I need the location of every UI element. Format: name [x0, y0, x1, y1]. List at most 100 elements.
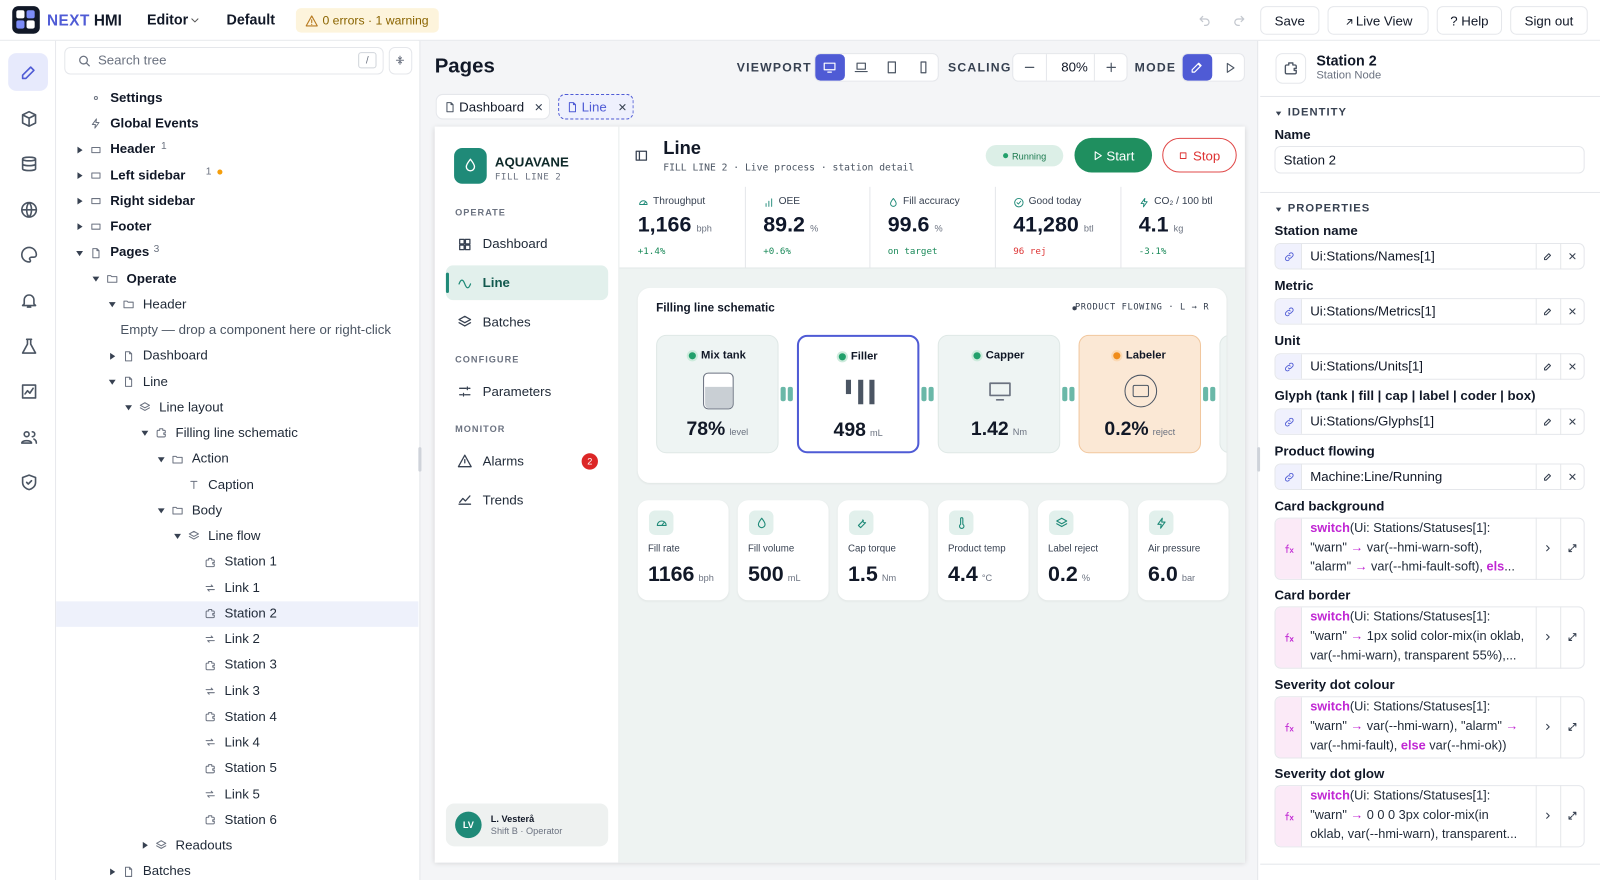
field-label: Card border — [1274, 586, 1351, 603]
tree-label[interactable]: Global Events — [110, 115, 199, 131]
divider — [1260, 863, 1600, 865]
binding-field[interactable] — [1274, 408, 1585, 435]
nav-label[interactable]: Parameters — [482, 383, 552, 399]
tree-icon — [205, 763, 215, 773]
tree-label[interactable]: Station 6 — [224, 811, 277, 827]
code-text: (Ui: Stations/Statuses[1]: — [1349, 609, 1491, 625]
nav-label[interactable]: Alarms — [482, 452, 524, 469]
tree-label[interactable]: Footer — [110, 218, 152, 234]
tree-label[interactable]: Action — [191, 450, 229, 466]
cap-glyph — [989, 382, 1011, 401]
section-toggle — [1275, 111, 1282, 116]
expression-field[interactable] — [1274, 696, 1585, 759]
tree-label[interactable]: Left sidebar — [110, 167, 186, 183]
app-logo-icon-shape — [465, 158, 476, 172]
connector — [928, 386, 934, 402]
readout-value-row: 6.0 bar — [1148, 563, 1195, 588]
tree-label[interactable]: Readouts — [175, 837, 233, 853]
page-tab[interactable]: Line — [558, 93, 634, 120]
tree-label[interactable]: Line flow — [208, 527, 261, 544]
tree-expander — [77, 146, 83, 153]
search-box[interactable] — [64, 46, 384, 75]
tree-icon-shape — [205, 815, 215, 825]
collapse-icon-shape — [395, 55, 405, 65]
clear-binding — [1569, 473, 1576, 480]
tree-label[interactable]: Station 1 — [224, 553, 277, 570]
tree-label[interactable]: Link 1 — [224, 579, 260, 595]
tree-label[interactable]: Station 2 — [224, 605, 277, 621]
tree-label[interactable]: Filling line schematic — [175, 424, 298, 441]
tree-label[interactable]: Settings — [110, 89, 163, 106]
page-tab[interactable]: Dashboard — [435, 93, 550, 120]
expression-field[interactable] — [1274, 606, 1585, 669]
tree-label[interactable]: Operate — [126, 270, 177, 286]
binding-field[interactable] — [1274, 242, 1585, 270]
nav-label[interactable]: Trends — [482, 491, 524, 508]
kpi-value-row: 4.1 kg — [1139, 213, 1184, 238]
tree-icon — [93, 95, 98, 101]
section-header[interactable]: IDENTITY — [1287, 106, 1348, 119]
mode-active[interactable] — [1182, 54, 1213, 81]
tree-label[interactable]: Line — [142, 373, 168, 389]
rail-icon — [21, 293, 36, 308]
collapse-all[interactable] — [388, 46, 413, 75]
expression-field[interactable] — [1274, 517, 1585, 580]
tree-icon — [190, 480, 198, 489]
tree-icon-shape — [205, 635, 215, 643]
tree-label[interactable]: Link 3 — [224, 682, 260, 698]
rail-icon — [20, 430, 37, 444]
tree-label[interactable]: Right sidebar — [110, 192, 195, 209]
binding-field[interactable] — [1274, 353, 1585, 380]
tree-label[interactable]: Link 4 — [224, 734, 260, 750]
station-card[interactable]: Filler 498 mL — [796, 334, 920, 454]
nav-icon — [458, 386, 471, 397]
toolbar-button[interactable]: Live View — [1327, 6, 1429, 35]
viewport-active[interactable] — [815, 54, 845, 81]
section-toggle-shape — [1275, 207, 1282, 212]
brand-hmi: HMI — [93, 11, 122, 30]
toolbar-button[interactable]: ? Help — [1436, 6, 1503, 35]
tree-icon-shape — [205, 712, 215, 722]
station-card[interactable]: Mix tank 78% level — [656, 334, 779, 454]
start-button[interactable]: Start — [1074, 137, 1153, 173]
nav-section: CONFIGURE — [455, 354, 520, 365]
stop-button[interactable]: Stop — [1162, 137, 1237, 173]
tree-icon-shape — [91, 172, 101, 179]
tree-label[interactable]: Header — [142, 295, 187, 312]
tree-label[interactable]: Station 3 — [224, 656, 277, 673]
station-card[interactable]: Capper 1.42 Nm — [937, 334, 1061, 454]
warning-icon-shape — [305, 14, 318, 26]
binding-field[interactable] — [1274, 298, 1585, 325]
tree-label[interactable]: Pages — [110, 244, 150, 260]
station-card[interactable]: Labeler 0.2% reject — [1078, 334, 1202, 454]
divider — [1535, 353, 1537, 380]
nav-label[interactable]: Batches — [482, 313, 531, 330]
binding-icon — [1284, 307, 1294, 316]
editor-menu[interactable]: Editor — [146, 11, 189, 28]
tree-label[interactable]: Station 5 — [224, 759, 277, 776]
tree-label[interactable]: Link 2 — [224, 631, 260, 647]
tree-expander-shape — [76, 250, 83, 256]
tree-label[interactable]: Link 5 — [224, 785, 260, 802]
tree-label[interactable]: Line layout — [159, 399, 224, 415]
toolbar-button[interactable]: Sign out — [1510, 6, 1588, 35]
expression-field[interactable] — [1274, 785, 1585, 848]
nav-label[interactable]: Dashboard — [482, 235, 548, 252]
section-header[interactable]: PROPERTIES — [1287, 202, 1371, 215]
binding-field[interactable] — [1274, 463, 1585, 491]
tree-label[interactable]: Station 4 — [224, 708, 277, 724]
tree-label[interactable]: Dashboard — [142, 347, 208, 363]
tree-label[interactable]: Body — [191, 502, 223, 518]
readout-unit: Nm — [881, 572, 897, 583]
expression-line: switch(Ui: Stations/Statuses[1]: — [1310, 520, 1490, 538]
code-text: oklab, var(--hmi-warn), transparent... — [1310, 827, 1518, 842]
tree-label[interactable]: Batches — [142, 863, 191, 879]
toolbar-button[interactable]: Save — [1260, 6, 1320, 35]
expression-icon — [1284, 544, 1293, 553]
name-input[interactable] — [1274, 145, 1585, 174]
nav-label[interactable]: Line — [482, 274, 510, 291]
tree-label[interactable]: Caption — [208, 476, 254, 492]
binding-icon — [1284, 251, 1294, 261]
tree-label[interactable]: Header — [110, 141, 156, 157]
warning-icon — [305, 14, 318, 26]
